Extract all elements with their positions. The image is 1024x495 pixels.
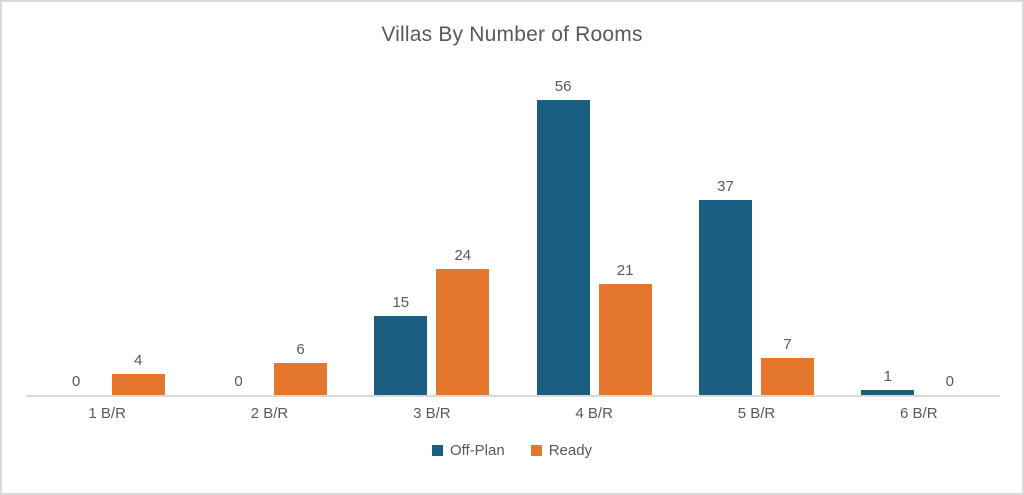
- bar-column: 37: [698, 65, 752, 395]
- value-label: 21: [616, 262, 634, 279]
- bar-column: 6: [273, 65, 327, 395]
- value-label: 0: [945, 373, 954, 390]
- x-axis: 1 B/R 2 B/R 3 B/R 4 B/R 5 B/R 6 B/R: [26, 405, 1000, 422]
- bar-off-plan: [861, 390, 915, 395]
- bar-off-plan: [374, 316, 428, 395]
- bar-ready: [111, 374, 165, 395]
- legend: Off-Plan Ready: [2, 442, 1022, 459]
- bar-off-plan: [698, 200, 752, 395]
- legend-item-off-plan: Off-Plan: [431, 442, 505, 459]
- value-label: 15: [392, 294, 410, 311]
- legend-marker-icon: [431, 445, 443, 456]
- value-label: 0: [234, 373, 243, 390]
- bar-column: 0: [212, 65, 265, 395]
- bar-column: 24: [436, 65, 490, 395]
- x-axis-label: 1 B/R: [88, 405, 126, 422]
- x-axis-label: 2 B/R: [250, 405, 289, 422]
- category-group: 56 21: [513, 65, 675, 395]
- x-axis-label: 5 B/R: [737, 405, 776, 422]
- x-axis-label: 3 B/R: [413, 405, 451, 422]
- bar-column: 56: [536, 65, 590, 395]
- value-label: 37: [717, 178, 734, 195]
- legend-marker-icon: [530, 445, 542, 456]
- category-group: 15 24: [351, 65, 513, 395]
- legend-label: Ready: [548, 442, 593, 459]
- value-label: 4: [133, 352, 143, 369]
- category-group: 37 7: [675, 65, 837, 395]
- bar-column: 0: [923, 65, 976, 395]
- bar-ready: [273, 363, 327, 395]
- value-label: 0: [71, 373, 81, 390]
- bar-column: 7: [760, 65, 814, 395]
- bar-column: 0: [50, 65, 103, 395]
- bar-off-plan: [536, 100, 590, 395]
- chart-title: Villas By Number of Rooms: [381, 23, 643, 46]
- bar-column: 21: [598, 65, 652, 395]
- value-label: 6: [296, 341, 305, 358]
- value-label: 24: [454, 247, 472, 264]
- legend-label: Off-Plan: [449, 442, 505, 459]
- bar-ready: [598, 284, 652, 395]
- value-label: 1: [883, 368, 892, 385]
- bar-column: 1: [861, 65, 915, 395]
- bar-column: 4: [111, 65, 165, 395]
- value-label: 7: [783, 336, 792, 353]
- bar-ready: [760, 358, 814, 395]
- legend-item-ready: Ready: [530, 442, 593, 459]
- x-axis-label: 6 B/R: [900, 405, 938, 422]
- plot-area: 0 4 0 6 15 24 56 21 37 7 1 0: [26, 65, 1000, 397]
- x-axis-label: 4 B/R: [575, 405, 613, 422]
- value-label: 56: [554, 78, 572, 95]
- bar-column: 15: [374, 65, 428, 395]
- bar-ready: [436, 269, 490, 395]
